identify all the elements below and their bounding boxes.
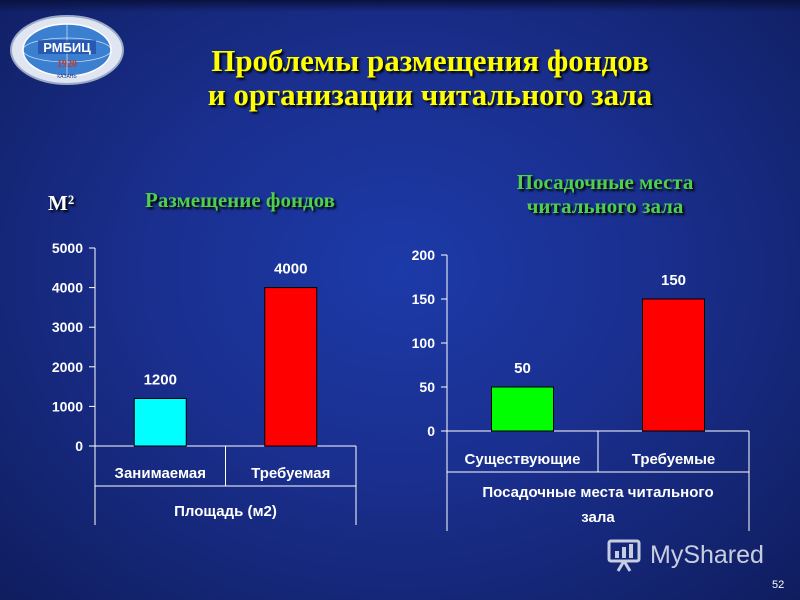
chart-2-title-line-1: Посадочные места	[516, 170, 694, 194]
unit-label: М²	[48, 191, 75, 215]
chart-2-title: Посадочные места читального зала	[470, 170, 740, 218]
slide-title-line-1: Проблемы размещения фондов	[211, 43, 649, 78]
chart-1-title-text: Размещение фондов	[145, 188, 335, 212]
chart-1-data-label-1: 1200	[144, 371, 177, 388]
chart-2-category-label-2: Требуемые	[632, 451, 716, 468]
chart-2-data-label-2: 150	[661, 272, 686, 289]
chart-2-y-tick-label: 0	[427, 423, 435, 439]
chart-2-x-label-line-1: Посадочные места читального	[482, 484, 713, 501]
chart-2: 0 50 100 150 200 50 Существующие 150 Требуемые По…	[412, 247, 750, 531]
chart-2-y-tick-label: 150	[412, 291, 436, 307]
logo-text: РМБИЦ	[43, 40, 91, 55]
chart-2-bar-2	[642, 298, 705, 432]
chart-1-y-tick-label: 4000	[52, 280, 83, 296]
chart-2-category-label-1: Существующие	[465, 451, 581, 468]
chart-2-data-label-1: 50	[514, 360, 531, 377]
chart-1-title: Размещение фондов	[110, 188, 370, 212]
chart-1-data-label-2: 4000	[274, 261, 307, 278]
chart-2-y-tick-label: 100	[412, 335, 436, 351]
chart-1-y-tick-label: 0	[75, 438, 83, 454]
slide-title: Проблемы размещения фондов и организации…	[150, 44, 710, 112]
logo-city: КАЗАНЬ	[57, 74, 77, 80]
chart-1-y-tick-label: 3000	[52, 319, 83, 335]
chart-1-y-tick-label: 2000	[52, 359, 83, 375]
chart-1-x-label-line-1: Площадь (м2)	[174, 503, 277, 520]
page-number: 52	[772, 579, 785, 591]
chart-2-y-tick-label: 200	[412, 247, 436, 263]
watermark-text: MyShared	[650, 540, 764, 569]
presentation-board-icon	[607, 539, 641, 572]
logo-year: 1920	[57, 59, 77, 70]
chart-1-bar-1	[133, 397, 187, 447]
chart-1-y-tick-label: 5000	[52, 240, 83, 256]
slide-title-line-2: и организации читального зала	[207, 77, 653, 112]
logo: РМБИЦ 1920 КАЗАНЬ	[10, 15, 124, 85]
chart-1-y-tick-label: 1000	[52, 398, 83, 414]
chart-1-category-label-1: Занимаемая	[115, 465, 206, 482]
chart-1: 0 1000 2000 3000 4000 5000 1200 Занимаемая 4000 Т…	[52, 240, 357, 525]
top-band	[0, 0, 800, 12]
chart-1-bar-2	[264, 287, 318, 447]
chart-2-x-label-line-2: зала	[581, 509, 615, 526]
chart-2-bar-1	[491, 386, 554, 432]
chart-2-title-line-2: читального зала	[526, 194, 684, 218]
chart-1-category-label-2: Требуемая	[251, 465, 330, 482]
chart-2-y-tick-label: 50	[419, 379, 435, 395]
watermark: MyShared	[606, 536, 786, 574]
